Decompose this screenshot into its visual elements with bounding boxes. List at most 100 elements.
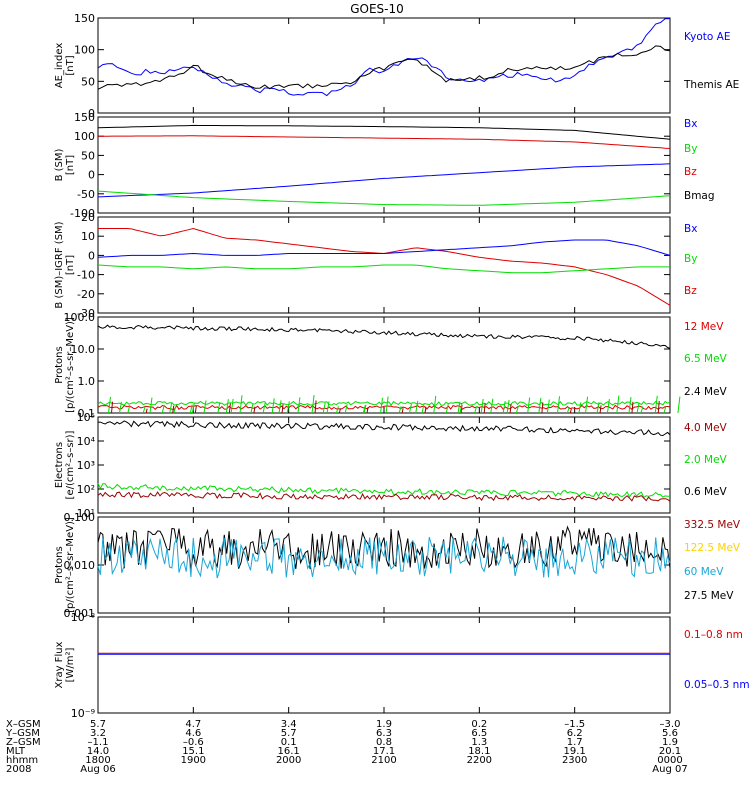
cell-value: 4.7	[185, 719, 201, 730]
panel-protons_hi: 0.1 1.0 10.0 100.0 Protons [p/(cm²–s–sr–MeV)]…	[54, 311, 728, 420]
legend-bz: Bz	[684, 166, 697, 178]
spike-6-5-mev	[557, 396, 561, 414]
spike-6-5-mev	[606, 399, 610, 414]
cell-value: 5.7	[281, 728, 297, 739]
legend-bx: Bx	[684, 118, 697, 130]
series-line-60-mev	[97, 536, 671, 579]
y-tick-label: 10⁻⁹	[71, 707, 95, 720]
legend-themis-ae: Themis AE	[683, 79, 739, 91]
y-axis-title: [W/m²]	[65, 647, 76, 682]
legend-kyoto-ae: Kyoto AE	[684, 31, 730, 43]
series-line-0-6-mev	[97, 420, 671, 437]
series-line-by	[97, 264, 670, 274]
y-tick-label: 10.0	[71, 343, 96, 356]
spike-6-5-mev	[118, 401, 122, 414]
y-tick-label: 10³	[77, 459, 95, 472]
panel-frame	[97, 17, 671, 114]
series-line-themis-ae	[97, 45, 671, 90]
spike-6-5-mev	[108, 396, 112, 414]
spike-6-5-mev	[311, 395, 315, 414]
cell-value: 17.1	[373, 746, 395, 757]
y-axis-title: AE_index	[54, 43, 65, 89]
series-line-kyoto-ae	[97, 18, 671, 97]
spike-6-5-mev	[546, 399, 550, 414]
spike-6-5-mev	[173, 406, 177, 414]
legend-bz: Bz	[684, 285, 697, 297]
spike-6-5-mev	[189, 404, 193, 414]
y-tick-label: 50	[81, 149, 95, 162]
spike-6-5-mev	[445, 404, 449, 414]
panel-electrons: 10¹ 10² 10³ 10⁴ 10⁵ Electrons [e/(cm²–s–sr)] 4.…	[54, 411, 728, 520]
spike-6-5-mev	[527, 397, 531, 414]
spike-6-5-mev	[398, 406, 402, 414]
y-tick-label: 20	[81, 211, 95, 224]
y-tick-label: 100	[74, 44, 95, 57]
spike-12-mev	[541, 402, 544, 414]
cell-value: 1.3	[471, 737, 487, 748]
spike-6-5-mev	[585, 396, 589, 414]
spike-12-mev	[657, 400, 660, 414]
cell-value: 1.9	[376, 719, 392, 730]
spike-12-mev	[569, 408, 572, 414]
legend-bx: Bx	[684, 223, 697, 235]
spike-6-5-mev	[230, 398, 234, 414]
spike-6-5-mev	[663, 405, 667, 414]
legend-2-0-mev: 2.0 MeV	[684, 454, 728, 466]
y-axis-title: [p/(cm²–s–sr–MeV)]	[65, 517, 76, 613]
cell-value: 1900	[181, 755, 206, 766]
spike-12-mev	[338, 408, 341, 414]
cell-value: 18.1	[468, 746, 490, 757]
cell-value: 3.4	[281, 719, 297, 730]
cell-value: –0.6	[183, 737, 204, 748]
y-tick-label: 0	[88, 107, 95, 120]
panel-ae: 0 50 100 150 AE_index [nT] Kyoto AE Themis AE	[54, 12, 739, 120]
cell-value: 0.8	[376, 737, 392, 748]
legend-4-0-mev: 4.0 MeV	[684, 422, 728, 434]
spike-12-mev	[111, 401, 114, 414]
spike-6-5-mev	[457, 401, 461, 414]
cell-value: 1800	[85, 755, 110, 766]
spike-6-5-mev	[149, 397, 153, 414]
cell-value: 6.3	[376, 728, 392, 739]
cell-value: Aug 06	[80, 764, 115, 775]
y-tick-label: 150	[74, 111, 95, 124]
spike-6-5-mev	[203, 400, 207, 414]
y-tick-label: 100.0	[64, 311, 96, 324]
y-tick-label: 0	[88, 249, 95, 262]
spike-6-5-mev	[262, 402, 266, 414]
cell-value: 15.1	[182, 746, 204, 757]
spike-6-5-mev	[502, 400, 506, 414]
y-axis-title: [e/(cm²–s–sr)]	[65, 430, 76, 499]
spike-12-mev	[631, 401, 634, 414]
y-tick-label: 0.1	[78, 407, 96, 420]
spike-6-5-mev	[169, 402, 173, 414]
y-tick-label: 50	[81, 75, 95, 88]
cell-value: 0.2	[471, 719, 487, 730]
series-line-by	[97, 190, 671, 206]
spike-12-mev	[172, 405, 175, 414]
spike-6-5-mev	[578, 402, 582, 414]
y-axis-title: Protons	[54, 346, 65, 383]
spike-12-mev	[253, 406, 256, 414]
legend-332-5-mev: 332.5 MeV	[684, 519, 741, 531]
legend-27-5-mev: 27.5 MeV	[684, 590, 734, 602]
cell-value: 5.7	[90, 719, 106, 730]
spike-6-5-mev	[362, 405, 366, 414]
spike-6-5-mev	[636, 402, 640, 414]
y-axis-title: [p/(cm²–s–sr–MeV)]	[65, 317, 76, 413]
spike-12-mev	[145, 408, 148, 414]
y-axis-title: Protons	[54, 546, 65, 583]
cell-value: –1.5	[564, 719, 585, 730]
cell-value: 0.1	[281, 737, 297, 748]
cell-value: 6.5	[471, 728, 487, 739]
spike-6-5-mev	[217, 401, 221, 414]
row-label: hhmm	[6, 755, 38, 766]
cell-value: 1.7	[567, 737, 583, 748]
panel-bdiff: -30 -20 -10 0 10 20 B (SM)–IGRF (SM) [nT] Bx By Bz	[54, 211, 697, 320]
spike-6-5-mev	[459, 403, 463, 414]
panel-xray: 10⁻⁹ 10⁻⁸ Xray Flux [W/m²] 0.1–0.8 nm 0.05–0.…	[54, 611, 750, 720]
spike-6-5-mev	[161, 404, 165, 414]
spike-12-mev	[194, 405, 197, 414]
spike-6-5-mev	[127, 404, 131, 414]
y-axis-title: B (SM)	[54, 148, 65, 181]
